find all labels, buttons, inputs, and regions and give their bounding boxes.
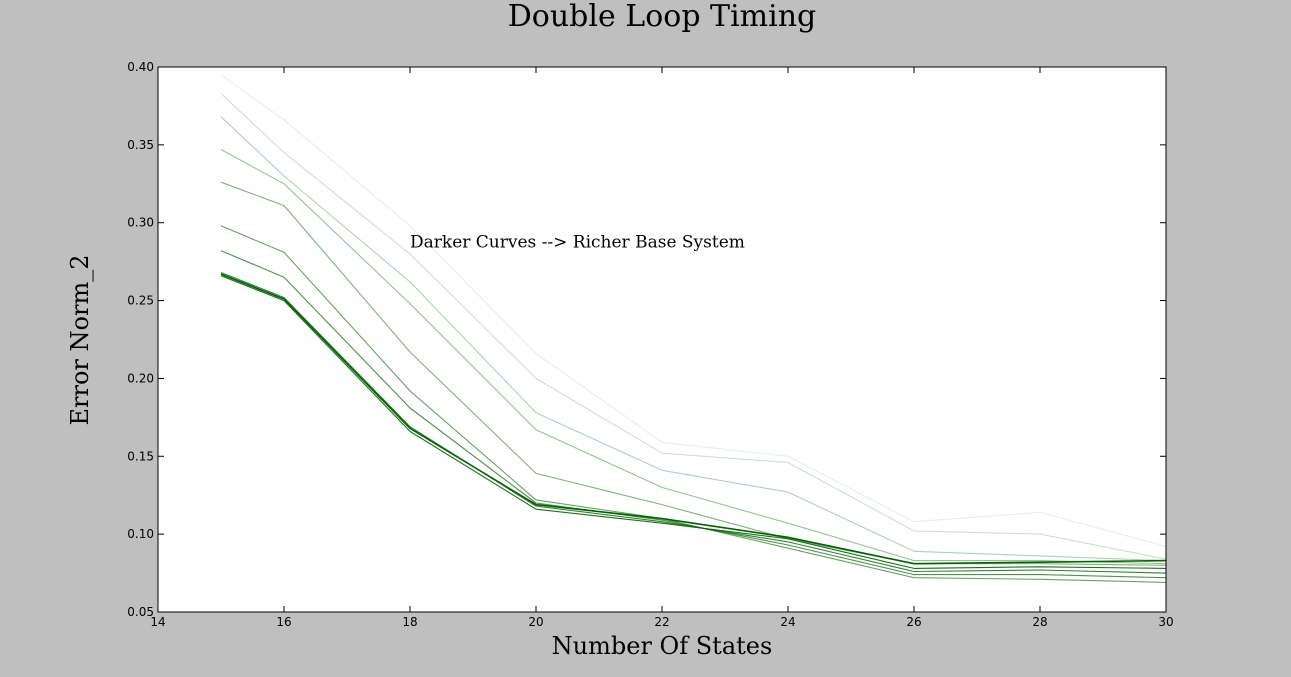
y-tick-label: 0.20 xyxy=(127,371,154,385)
series-layer xyxy=(220,74,1167,583)
series-line-2 xyxy=(220,93,1167,560)
y-axis-label: Error Norm_2 xyxy=(66,255,94,426)
x-tick-label: 16 xyxy=(276,615,291,629)
x-axis: 14 16 18 20 22 24 26 28 30 xyxy=(150,67,1174,629)
x-tick-label: 20 xyxy=(528,615,543,629)
x-tick-label: 30 xyxy=(1158,615,1173,629)
y-tick-label: 0.05 xyxy=(127,605,154,619)
x-tick-label: 24 xyxy=(780,615,795,629)
chart-annotation: Darker Curves --> Richer Base System xyxy=(410,232,745,252)
chart-title: Double Loop Timing xyxy=(508,0,816,34)
x-axis-label: Number Of States xyxy=(552,632,773,660)
y-tick-label: 0.25 xyxy=(127,294,154,308)
series-line-4 xyxy=(220,149,1167,565)
y-tick-label: 0.40 xyxy=(127,60,154,74)
y-tick-label: 0.15 xyxy=(127,449,154,463)
x-tick-label: 14 xyxy=(150,615,165,629)
series-line-9 xyxy=(220,275,1167,569)
x-tick-label: 18 xyxy=(402,615,417,629)
x-tick-label: 22 xyxy=(654,615,669,629)
y-tick-label: 0.30 xyxy=(127,216,154,230)
x-tick-label: 28 xyxy=(1032,615,1047,629)
plot-area xyxy=(158,67,1166,612)
series-line-3 xyxy=(220,116,1167,562)
y-tick-label: 0.35 xyxy=(127,138,154,152)
series-line-10 xyxy=(220,273,1167,565)
series-line-7 xyxy=(220,250,1167,579)
y-axis: 0.05 0.10 0.15 0.20 0.25 0.30 0.35 0.40 xyxy=(127,60,1166,619)
y-tick-label: 0.10 xyxy=(127,527,154,541)
series-line-5 xyxy=(220,181,1167,566)
x-tick-label: 26 xyxy=(906,615,921,629)
series-line-8 xyxy=(220,271,1167,574)
series-line-1 xyxy=(220,74,1167,548)
